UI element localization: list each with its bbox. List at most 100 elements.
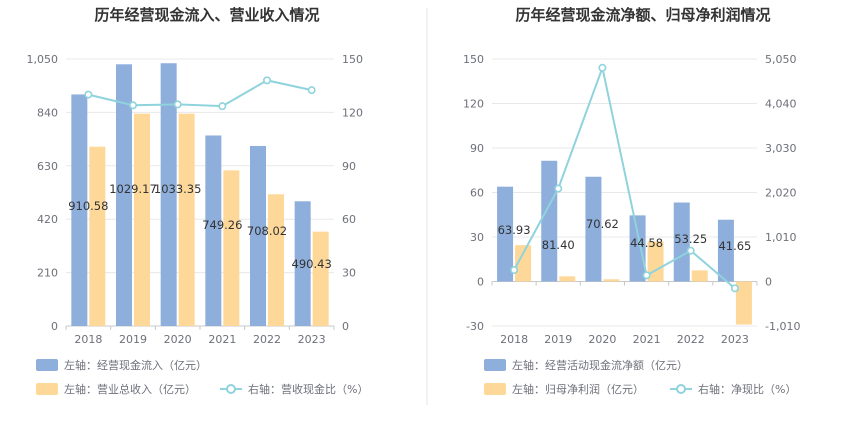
x-tick-label: 2021 — [208, 333, 236, 346]
line-point — [598, 63, 607, 72]
line-point — [642, 271, 651, 280]
y-left-tick-label: 120 — [463, 98, 484, 111]
line-point — [84, 90, 93, 99]
bar-blue — [294, 201, 311, 326]
line-point — [510, 266, 519, 275]
y-left-tick-label: 60 — [470, 187, 484, 200]
data-label: 490.43 — [292, 257, 332, 271]
line-point — [129, 101, 138, 110]
bar-orange — [89, 146, 106, 326]
bar-orange — [178, 113, 195, 327]
legend-swatch-orange — [36, 383, 58, 395]
data-label: 81.40 — [542, 238, 575, 252]
legend-label-net-cash-ratio: 右轴：净现比（%） — [698, 382, 796, 396]
data-label: 53.25 — [674, 232, 707, 246]
bar-blue — [673, 202, 690, 282]
y-left-tick-label: 420 — [37, 213, 58, 226]
bar-orange — [134, 113, 150, 327]
legend-swatch-orange — [484, 383, 506, 395]
legend-marker-teal — [676, 384, 686, 394]
bar-orange — [603, 279, 620, 282]
y-right-tick-label: 3,030 — [765, 142, 797, 155]
bar-orange — [559, 276, 576, 282]
legend-swatch-blue — [484, 359, 506, 371]
legend-item-cash-inflow[interactable]: 左轴：经营现金流入（亿元） — [36, 358, 207, 372]
line-point — [730, 284, 739, 293]
y-left-tick-label: 210 — [37, 267, 58, 280]
y-left-tick-label: 30 — [470, 231, 484, 244]
legend-label-revenue-cash-ratio: 右轴：营收现金比（%） — [248, 382, 368, 396]
series-line — [88, 79, 312, 108]
y-right-tick-label: 1,010 — [765, 231, 797, 244]
x-tick-label: 2022 — [677, 333, 705, 346]
data-label: 44.58 — [630, 236, 663, 250]
chart-panel-cashflow-revenue: 历年经营现金流入、营业收入情况 0 210 420 630 840 1,050 0 30 60 9… — [27, 6, 364, 346]
chart-title-right: 历年经营现金流净额、归母净利润情况 — [515, 6, 770, 24]
data-label: 63.93 — [498, 223, 531, 237]
y-left-tick-label: 0 — [477, 276, 484, 289]
bar-blue — [585, 176, 602, 282]
y-right-tick-label: 30 — [342, 267, 356, 280]
x-tick-label: 2019 — [119, 333, 147, 346]
y-right-tick-label: 0 — [342, 320, 349, 333]
y-right-tick-label: 90 — [342, 160, 356, 173]
y-left-tick-label: 0 — [51, 320, 58, 333]
legend-label-cash-inflow: 左轴：经营现金流入（亿元） — [64, 358, 207, 372]
legend-marker-teal — [226, 384, 236, 394]
chart-title-left: 历年经营现金流入、营业收入情况 — [94, 6, 319, 24]
bar-blue — [160, 63, 177, 326]
bar-orange — [312, 231, 329, 326]
legend-label-net-profit: 左轴：归母净利润（亿元） — [512, 382, 644, 396]
bar-blue — [497, 186, 514, 282]
legend-item-revenue-cash-ratio[interactable]: 右轴：营收现金比（%） — [220, 382, 368, 396]
y-right-tick-label: 4,040 — [765, 98, 797, 111]
data-label: 749.26 — [202, 218, 242, 232]
legend-label-net-cashflow: 左轴：经营活动现金流净额（亿元） — [512, 358, 688, 372]
x-tick-label: 2022 — [253, 333, 281, 346]
bar-blue — [205, 135, 222, 326]
legend-item-net-profit[interactable]: 左轴：归母净利润（亿元） — [484, 382, 644, 396]
legend-item-net-cashflow[interactable]: 左轴：经营活动现金流净额（亿元） — [484, 358, 688, 372]
bar-blue — [541, 160, 558, 282]
x-tick-label: 2023 — [298, 333, 326, 346]
bar-blue — [717, 219, 734, 282]
x-tick-label: 2018 — [74, 333, 102, 346]
bar-blue — [629, 215, 646, 282]
x-tick-label: 2019 — [544, 333, 572, 346]
line-point — [173, 100, 182, 109]
line-point — [686, 246, 695, 255]
legend-swatch-blue — [36, 359, 58, 371]
y-right-tick-label: 5,050 — [765, 53, 797, 66]
y-left-tick-label: 1,050 — [27, 53, 59, 66]
data-label: 1029.17 — [109, 182, 157, 196]
y-left-tick-label: 90 — [470, 142, 484, 155]
y-right-tick-label: 120 — [342, 106, 363, 119]
bar-orange — [268, 194, 284, 326]
data-label: 910.58 — [68, 199, 108, 213]
y-right-tick-label: 2,020 — [765, 187, 797, 200]
bar-orange — [691, 270, 708, 282]
legend-left: 左轴：经营现金流入（亿元） 左轴：营业总收入（亿元） 右轴：营收现金比（%） — [36, 358, 368, 396]
legend-item-revenue[interactable]: 左轴：营业总收入（亿元） — [36, 382, 196, 396]
y-left-tick-label: 840 — [37, 106, 58, 119]
y-left-tick-label: 630 — [37, 160, 58, 173]
bar-orange — [735, 281, 752, 325]
legend-label-revenue: 左轴：营业总收入（亿元） — [64, 382, 196, 396]
x-tick-label: 2018 — [500, 333, 528, 346]
bar-orange — [223, 170, 240, 326]
line-point — [554, 184, 563, 193]
x-tick-label: 2020 — [164, 333, 192, 346]
data-label: 70.62 — [586, 217, 619, 231]
y-right-tick-label: -1,010 — [765, 320, 800, 333]
y-right-tick-label: 150 — [342, 53, 363, 66]
chart-panel-netcash-profit: 历年经营现金流净额、归母净利润情况 -30 0 30 60 90 120 150 -1,010… — [463, 6, 800, 346]
data-label: 708.02 — [247, 224, 287, 238]
bar-blue — [250, 145, 266, 326]
line-point — [218, 102, 227, 111]
legend-item-net-cash-ratio[interactable]: 右轴：净现比（%） — [670, 382, 796, 396]
bar-blue — [116, 64, 132, 327]
y-right-tick-label: 60 — [342, 213, 356, 226]
x-tick-label: 2021 — [633, 333, 661, 346]
